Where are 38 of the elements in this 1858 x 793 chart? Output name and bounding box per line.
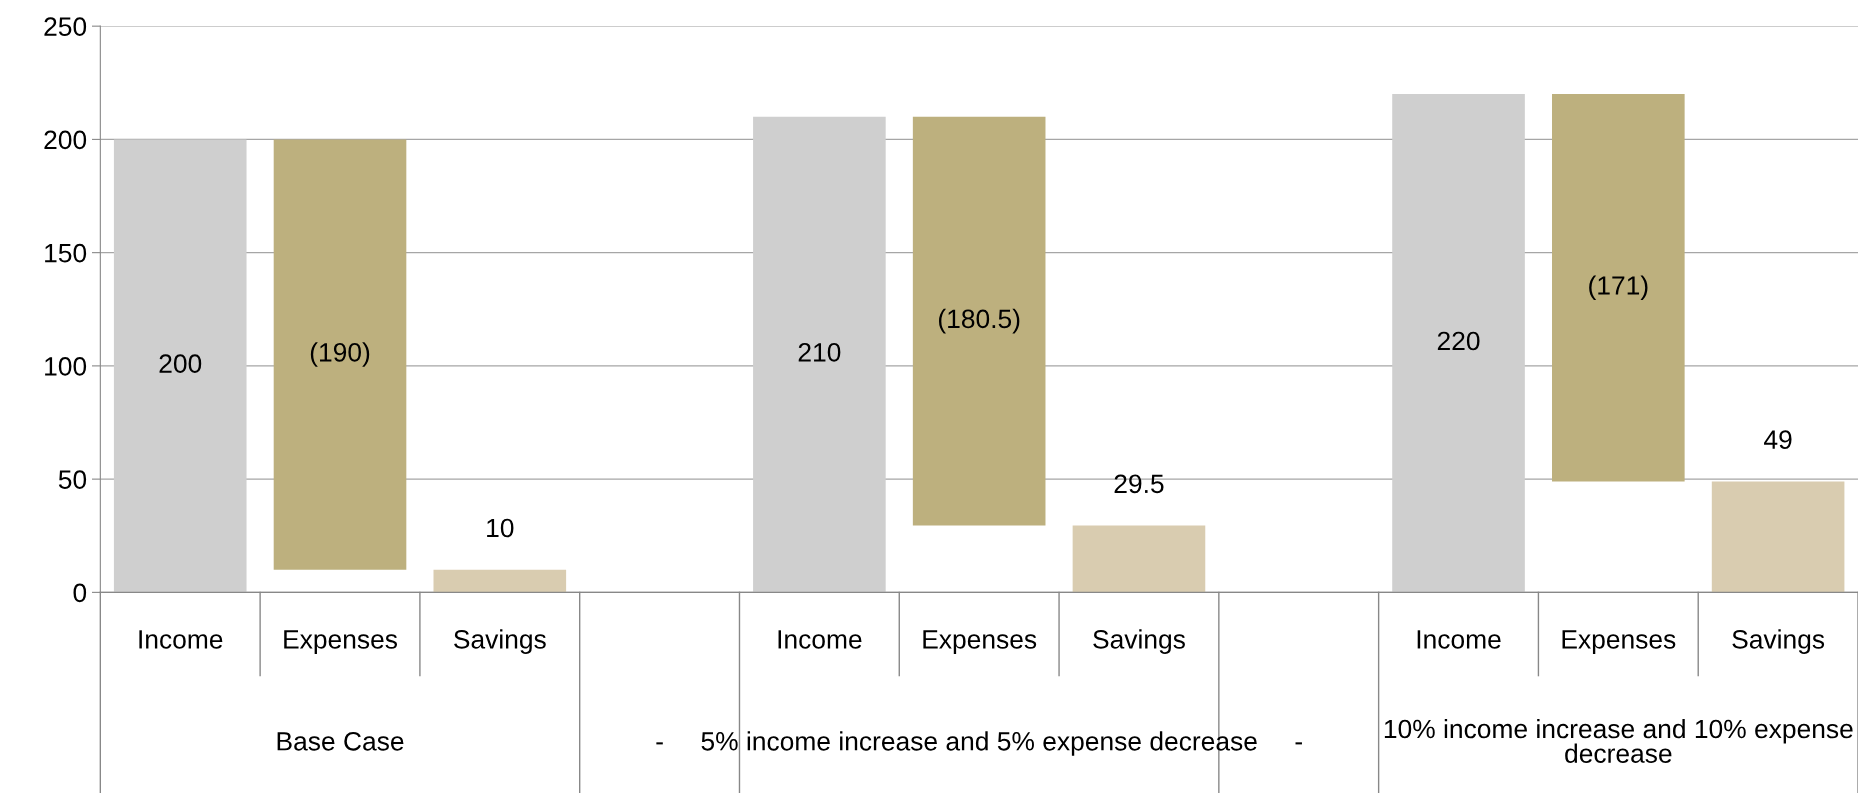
bar: [273, 139, 407, 570]
bar: [912, 116, 1046, 526]
x-tick-label: Expenses: [284, 630, 398, 654]
bar: [433, 569, 567, 593]
bar: [1072, 525, 1206, 593]
bar: [753, 116, 886, 593]
data-label: 29.5: [1114, 474, 1164, 494]
y-tick-label: 50: [58, 470, 87, 489]
data-label: 210: [798, 342, 841, 362]
data-label: 220: [1437, 331, 1480, 351]
data-label: 49: [1764, 430, 1792, 449]
x-tick-label: Income: [139, 630, 223, 649]
text: -: [1295, 742, 1302, 745]
y-tick-label: 150: [45, 243, 87, 263]
x-tick-label: Savings: [1732, 629, 1825, 654]
x-tick-label: Savings: [454, 629, 546, 654]
text: 5% income increase and 5% expense decrease: [701, 731, 1257, 756]
y-tick-label: 250: [44, 17, 87, 36]
text: 10% income increase and 10% expense decrease: [1384, 718, 1853, 763]
data-label: 200: [159, 354, 202, 373]
x-tick-label: Savings: [1093, 629, 1185, 654]
bar: [1392, 94, 1525, 593]
data-label: (171): [1589, 275, 1648, 301]
bar: [1711, 481, 1845, 593]
data-label: (180.5): [939, 308, 1020, 334]
x-tick-label: Expenses: [1562, 630, 1676, 654]
bar: [113, 139, 247, 593]
bar: [1552, 94, 1685, 482]
data-label: (190): [310, 342, 370, 367]
x-tick-label: Expenses: [923, 630, 1037, 654]
text: Base Case: [277, 731, 404, 751]
x-tick-label: Income: [778, 630, 862, 649]
y-tick-label: 0: [73, 583, 87, 603]
data-label: 10: [487, 518, 514, 538]
text: -: [656, 742, 663, 745]
y-tick-label: 200: [44, 130, 87, 150]
x-tick-label: Income: [1417, 630, 1501, 649]
y-tick-label: 100: [45, 357, 87, 376]
